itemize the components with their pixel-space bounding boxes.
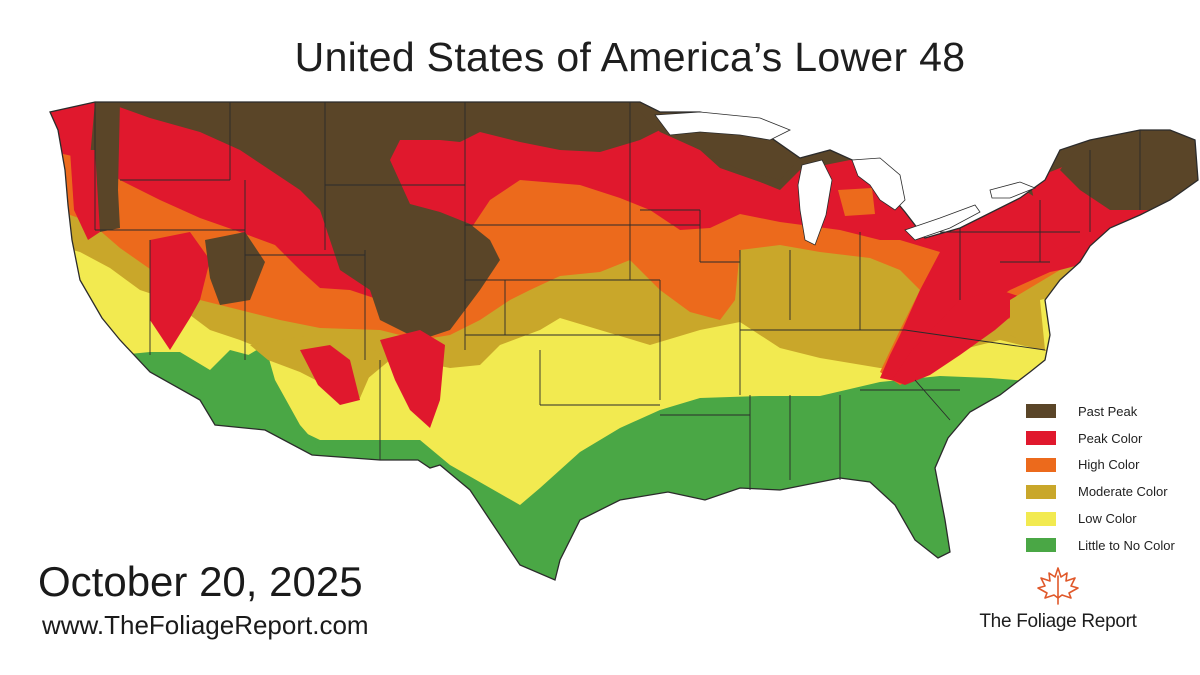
legend-item-peak-color: Peak Color [1026,425,1175,452]
legend-item-low-color: Low Color [1026,505,1175,532]
great-lakes [654,111,1037,246]
zone-peak-color-cascades [70,150,100,240]
zone-peak-color [50,102,1198,382]
legend-label: Peak Color [1078,430,1143,446]
zone-high-color-mi [838,188,875,216]
website-url: www.TheFoliageReport.com [42,610,369,640]
legend-swatch [1026,538,1056,553]
legend-item-little-to-no-color: Little to No Color [1026,532,1175,559]
legend-swatch [1026,511,1056,526]
zone-little-to-no-color-southwest [200,345,320,448]
state-borders [94,102,1141,490]
map-title: United States of America’s Lower 48 [294,34,966,80]
brand-name: The Foliage Report [979,611,1137,632]
zone-peak-color-appalachia [892,290,1030,385]
legend-item-past-peak: Past Peak [1026,398,1175,425]
zone-high-color [50,102,1198,385]
legend-swatch [1026,404,1056,419]
legend-swatch [1026,457,1056,472]
zone-past-peak-maine [1060,120,1198,210]
legend-label: Low Color [1078,511,1137,527]
legend-label: Past Peak [1078,403,1138,419]
legend-swatch [1026,484,1056,499]
zone-peak-color-southwest [300,345,360,405]
legend-label: High Color [1078,457,1140,473]
lake-michigan [797,159,833,246]
legend-swatch [1026,431,1056,446]
legend-item-high-color: High Color [1026,452,1175,479]
report-date: October 20, 2025 [38,558,363,605]
legend: Past Peak Peak Color High Color Moderate… [1026,398,1175,559]
zone-peak-color-new-mexico [380,330,445,428]
brand: The Foliage Report [968,566,1148,633]
lake-superior [654,111,791,141]
legend-label: Little to No Color [1078,537,1175,553]
legend-label: Moderate Color [1078,484,1168,500]
legend-item-moderate-color: Moderate Color [1026,478,1175,505]
zone-peak-color-oregon [150,232,210,350]
lake-erie [904,204,981,241]
lake-huron [851,157,906,211]
lake-ontario [989,181,1037,199]
zone-past-peak-nevada [205,232,265,305]
maple-leaf-icon [1037,567,1079,605]
